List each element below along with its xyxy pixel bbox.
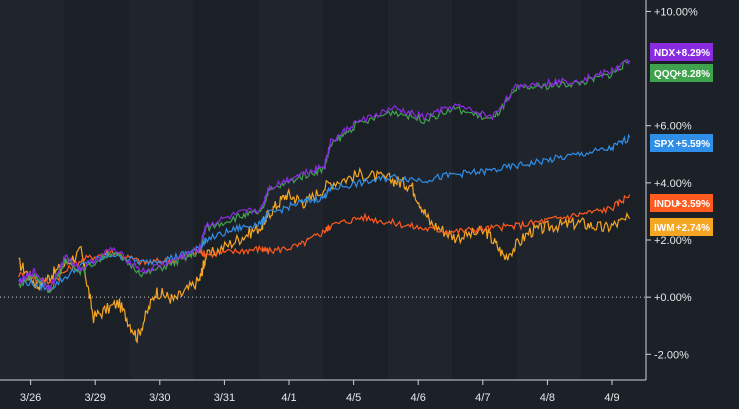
badge-name: NDX: [654, 48, 675, 59]
badge-background: [650, 43, 713, 61]
y-tick-label: +10.00%: [654, 6, 698, 18]
x-tick-label: 3/29: [84, 392, 105, 404]
series-lines: [18, 59, 631, 344]
badge-value: +3.59%: [676, 199, 710, 210]
day-band: [129, 0, 194, 380]
badge-iwm: IWM +2.74%: [650, 218, 713, 236]
y-tick-label: +0.00%: [654, 292, 692, 304]
badge-value: +5.59%: [676, 139, 710, 150]
day-band: [581, 0, 646, 380]
series-line-indu: [18, 194, 631, 286]
badge-value: +2.74%: [676, 223, 710, 234]
day-band: [387, 0, 453, 380]
series-line-iwm: [18, 166, 631, 344]
day-bands: [0, 0, 646, 380]
day-band: [64, 0, 130, 380]
badge-value: +8.28%: [676, 69, 710, 80]
y-tick-label: +6.00%: [654, 121, 692, 133]
badge-indu: INDU+3.59%: [650, 194, 713, 212]
y-tick-label: +4.00%: [654, 178, 692, 190]
badge-background: [650, 218, 713, 236]
day-band: [323, 0, 388, 380]
x-tick-label: 4/8: [540, 392, 555, 404]
day-band: [193, 0, 259, 380]
x-axis-ticks: 3/26 3/29 3/30 3/31 4/1 4/5 4/6 4/7 4/8 4/9: [20, 380, 620, 404]
series-line-spx: [18, 133, 631, 293]
x-tick-label: 3/30: [149, 392, 170, 404]
x-tick-label: 4/7: [475, 392, 490, 404]
day-band: [452, 0, 517, 380]
badge-name: SPX: [654, 139, 674, 150]
series-line-ndx: [18, 59, 631, 292]
badge-value: +8.29%: [676, 48, 710, 59]
badge-name: IWM: [654, 223, 675, 234]
x-tick-label: 4/6: [411, 392, 426, 404]
badge-background: [650, 194, 713, 212]
y-tick-label: +2.00%: [654, 235, 692, 247]
badge-background: [650, 64, 713, 82]
badge-spx: SPX +5.59%: [650, 134, 713, 152]
day-band: [516, 0, 582, 380]
x-tick-label: 4/5: [346, 392, 361, 404]
series-badges: NDX +8.29% QQQ+8.28% SPX +5.59% INDU+3.59% IWM…: [650, 43, 713, 236]
badge-name: INDU: [654, 199, 678, 210]
y-tick-label: -2.00%: [654, 349, 689, 361]
badge-background: [650, 134, 713, 152]
x-tick-label: 4/9: [604, 392, 619, 404]
y-axis-ticks: +10.00% +6.00% +4.00% +2.00% +0.00% -2.00%: [646, 6, 698, 361]
x-tick-label: 3/26: [20, 392, 41, 404]
x-tick-label: 4/1: [281, 392, 296, 404]
badge-ndx: NDX +8.29%: [650, 43, 713, 61]
day-band: [0, 0, 65, 380]
x-tick-label: 3/31: [214, 392, 235, 404]
badge-qqq: QQQ+8.28%: [650, 64, 713, 82]
badge-name: QQQ: [654, 69, 678, 80]
